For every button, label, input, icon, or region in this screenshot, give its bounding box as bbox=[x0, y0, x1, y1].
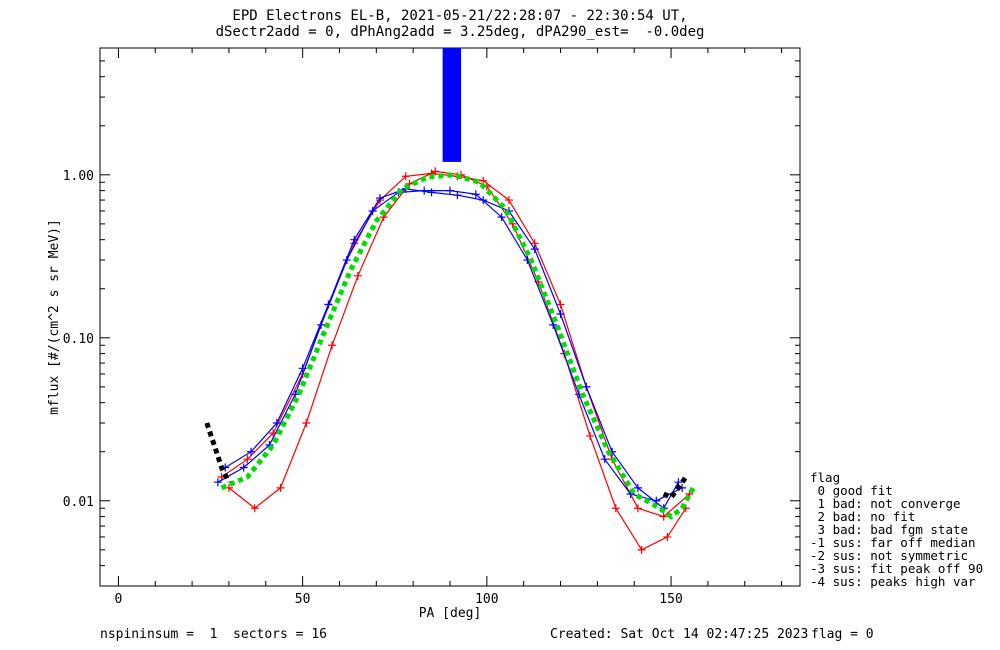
x-tick-label: 150 bbox=[659, 592, 682, 607]
x-tick-label: 50 bbox=[295, 592, 311, 607]
data-point bbox=[453, 191, 462, 200]
fit-curve bbox=[204, 422, 232, 484]
legend-item: -4 sus: peaks high var bbox=[810, 574, 976, 589]
y-tick-label: 0.10 bbox=[63, 332, 94, 347]
legend-item: 0 good fit bbox=[810, 483, 893, 498]
data-point bbox=[611, 504, 620, 513]
legend-item: -2 sus: not symmetric bbox=[810, 548, 969, 563]
x-tick-label: 0 bbox=[115, 592, 123, 607]
data-point bbox=[633, 504, 642, 513]
data-point bbox=[446, 186, 454, 195]
data-point bbox=[504, 196, 513, 205]
data-point bbox=[431, 167, 440, 176]
footer-flag: flag = 0 bbox=[811, 627, 874, 642]
data-point bbox=[250, 504, 259, 513]
data-point bbox=[401, 172, 410, 181]
data-point bbox=[663, 532, 672, 541]
title-line-1: EPD Electrons EL-B, 2021-05-21/22:28:07 … bbox=[232, 8, 688, 24]
legend-title: flag bbox=[810, 470, 841, 485]
data-point bbox=[600, 455, 609, 464]
fit-curve bbox=[662, 475, 688, 501]
data-point bbox=[324, 300, 333, 309]
legend-item: -3 sus: fit peak off 90 bbox=[810, 561, 984, 576]
vertical-bar bbox=[442, 48, 462, 162]
x-axis-label: PA [deg] bbox=[419, 606, 482, 621]
data-point bbox=[556, 300, 565, 309]
data-point bbox=[556, 309, 565, 318]
data-point bbox=[353, 271, 362, 280]
data-point bbox=[298, 364, 307, 373]
footer-sectors: nspininsum = 1 sectors = 16 bbox=[100, 627, 327, 642]
data-point bbox=[302, 419, 311, 428]
data-point bbox=[479, 196, 488, 205]
x-tick-label: 100 bbox=[475, 592, 498, 607]
data-point bbox=[471, 190, 480, 199]
data-point bbox=[272, 419, 281, 428]
data-point bbox=[328, 341, 337, 350]
data-point bbox=[582, 382, 591, 391]
footer-created: Created: Sat Oct 14 02:47:25 2023 bbox=[550, 627, 809, 642]
legend-item: -1 sus: far off median bbox=[810, 535, 976, 550]
legend-item: 2 bad: no fit bbox=[810, 509, 916, 524]
legend-item: 1 bad: not converge bbox=[810, 496, 961, 511]
series-group bbox=[204, 48, 696, 554]
data-point bbox=[497, 213, 506, 222]
data-point bbox=[350, 235, 359, 244]
y-tick-label: 0.01 bbox=[63, 495, 94, 510]
data-point bbox=[276, 483, 285, 492]
series-line bbox=[228, 170, 687, 551]
data-point bbox=[530, 245, 539, 254]
y-axis-label: mflux [#/(cm^2 s sr MeV)] bbox=[47, 219, 62, 415]
data-point bbox=[239, 463, 248, 472]
data-point bbox=[586, 431, 594, 440]
title-line-2: dSectr2add = 0, dPhAng2add = 3.25deg, dP… bbox=[215, 24, 705, 40]
fit-curve bbox=[220, 172, 696, 520]
series-line bbox=[224, 188, 679, 510]
data-point bbox=[376, 194, 384, 203]
legend-item: 3 bad: bad fgm state bbox=[810, 522, 969, 537]
data-point bbox=[427, 188, 436, 197]
data-point bbox=[247, 447, 256, 456]
data-point bbox=[213, 478, 222, 487]
data-point bbox=[659, 512, 668, 521]
data-point bbox=[637, 545, 646, 554]
data-point bbox=[243, 455, 252, 464]
y-tick-label: 1.00 bbox=[63, 169, 94, 184]
data-point bbox=[633, 483, 642, 492]
